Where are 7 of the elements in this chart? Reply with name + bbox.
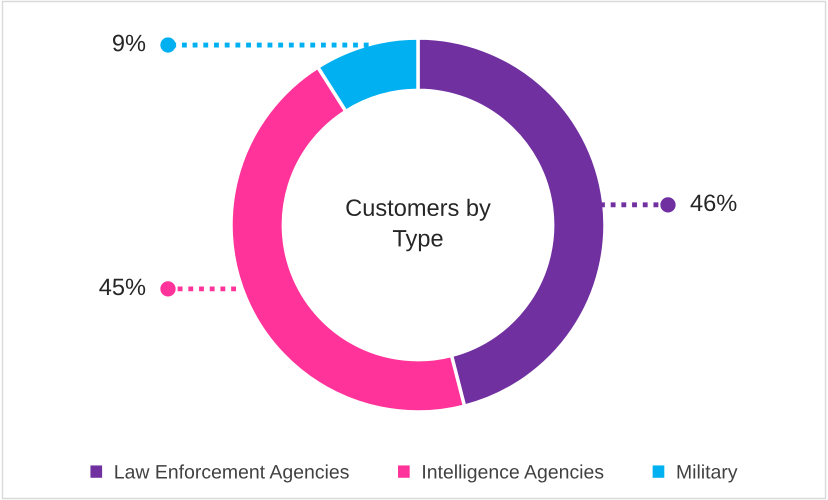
legend-label: Military: [678, 464, 738, 482]
data-label: 45%: [99, 278, 146, 296]
data-label: 9%: [112, 34, 146, 52]
data-label: 46%: [690, 194, 736, 212]
legend-label: Intelligence Agencies: [423, 464, 604, 482]
legend-label: Law Enforcement Agencies: [115, 464, 349, 482]
text: Customers by Type: [346, 198, 491, 252]
